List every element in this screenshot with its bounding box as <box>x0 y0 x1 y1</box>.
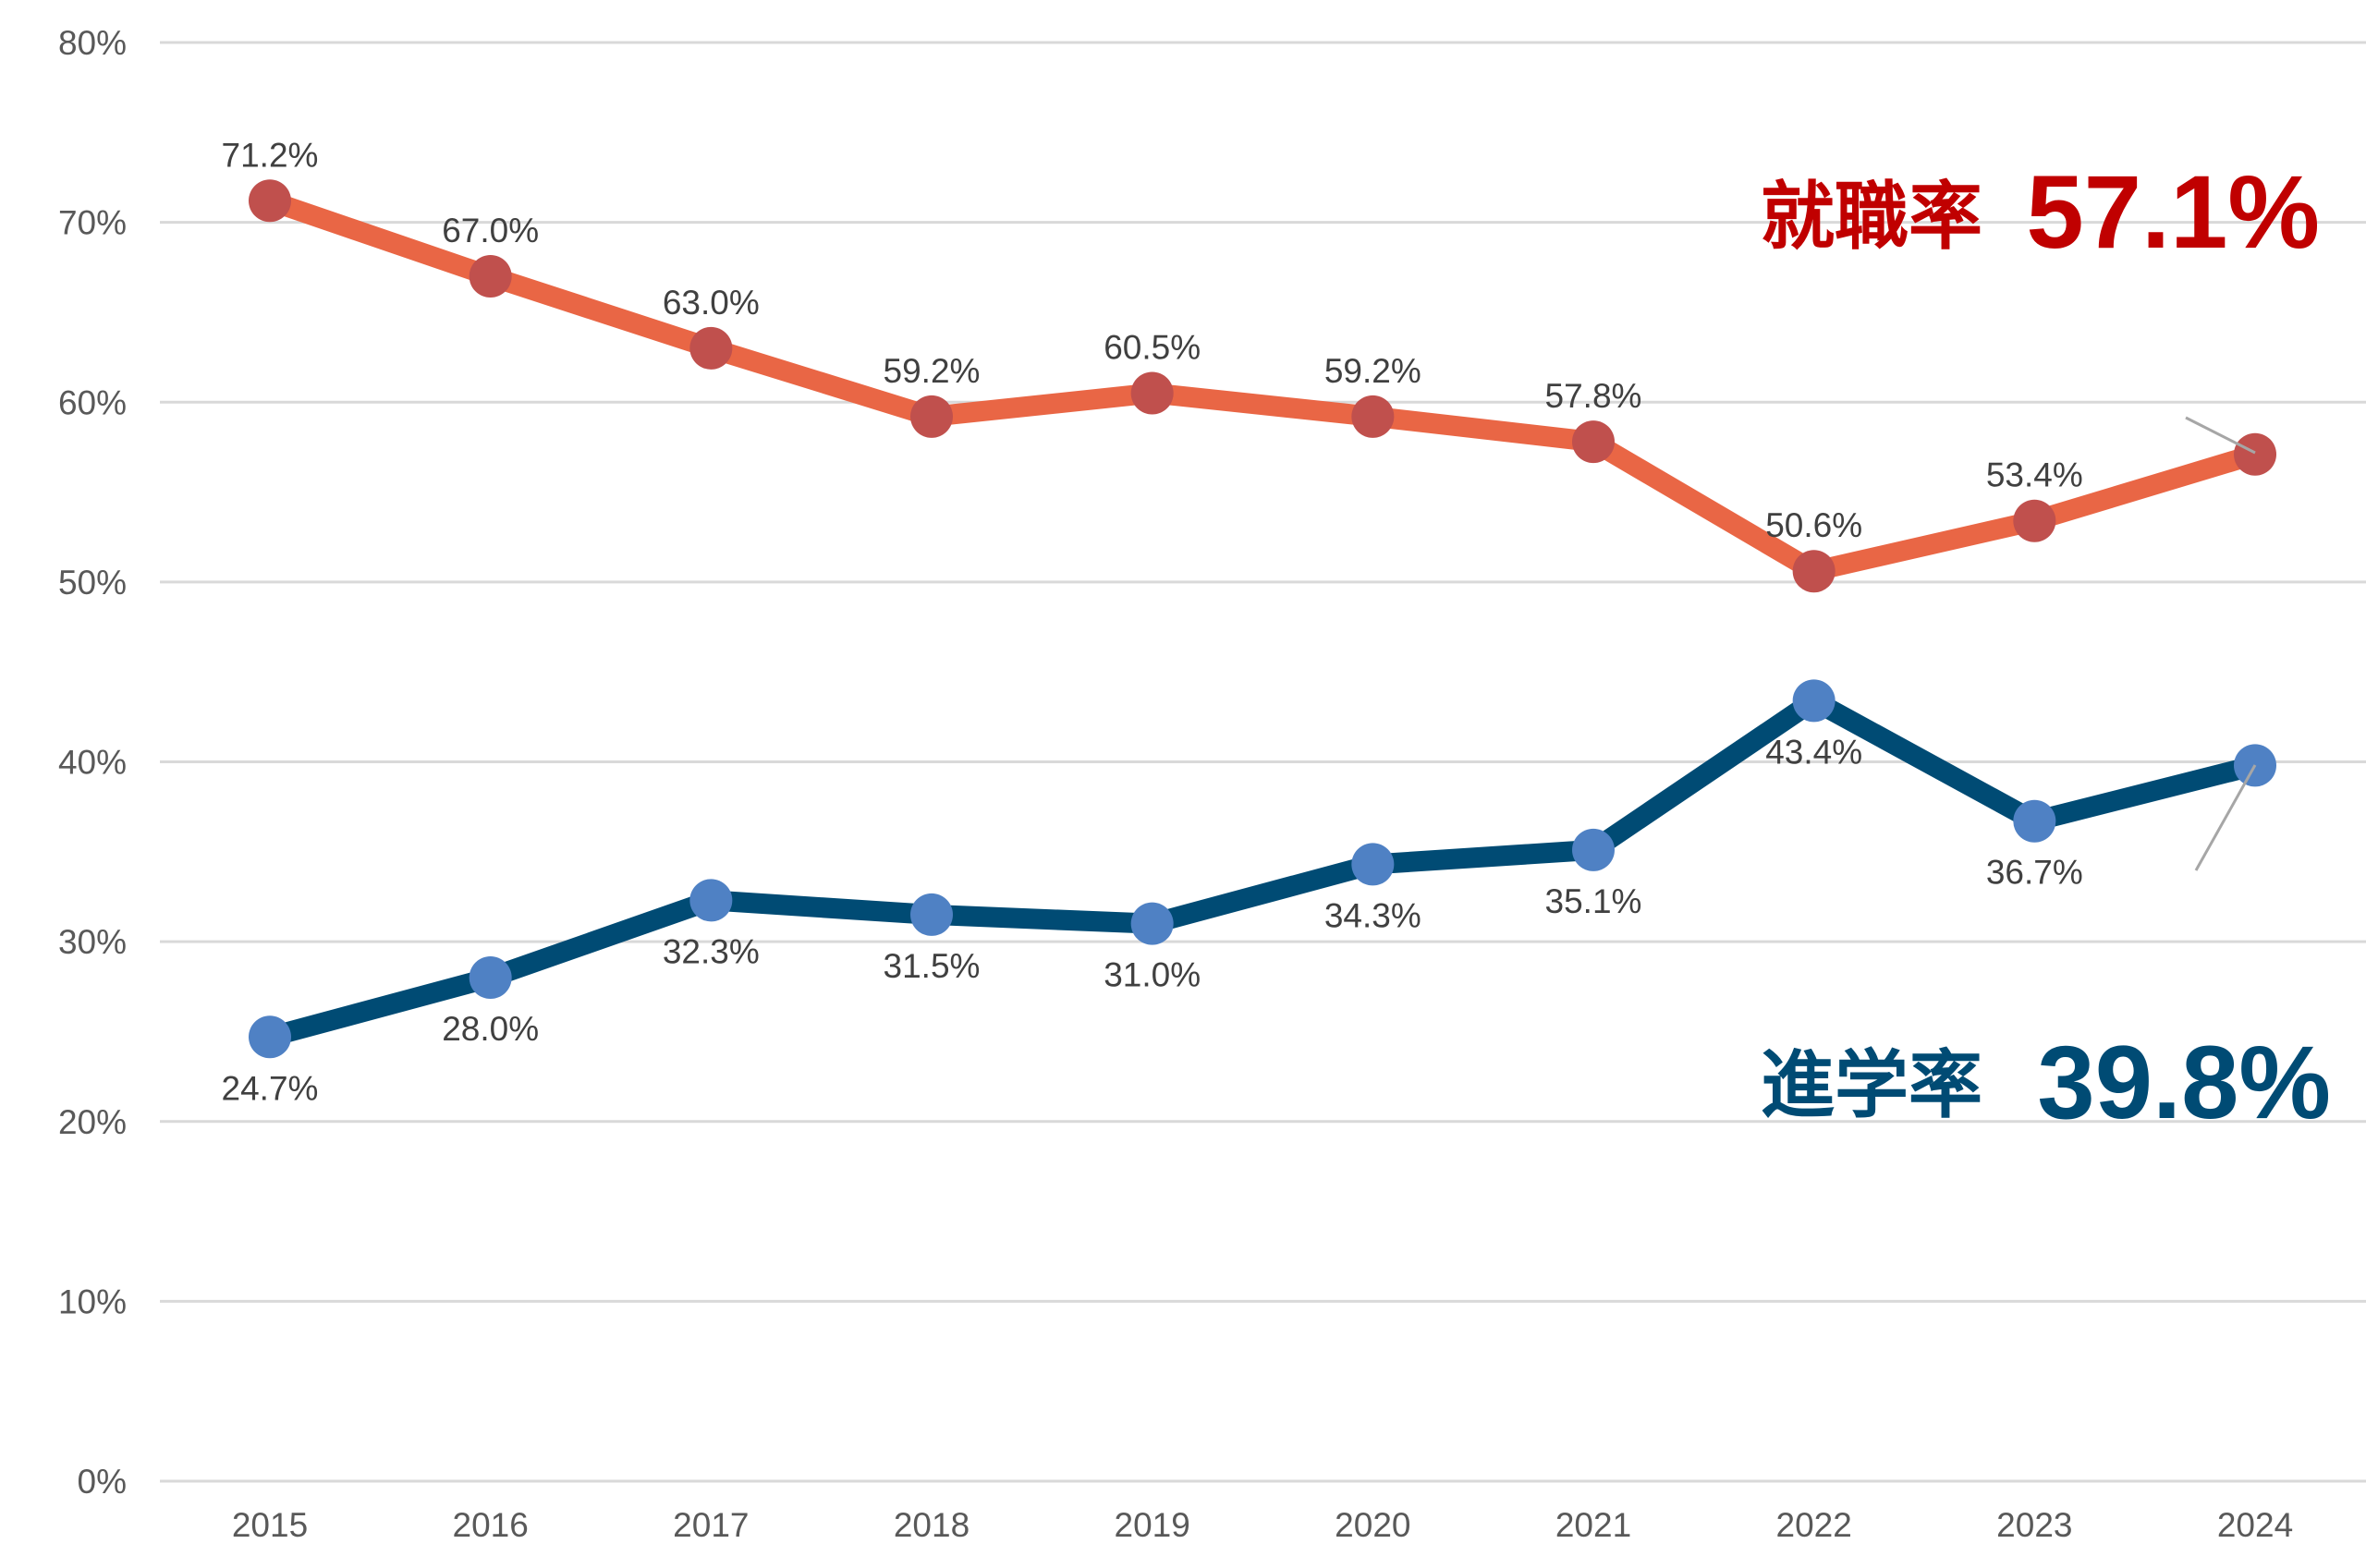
data-label: 31.0% <box>1104 956 1201 994</box>
x-tick-label: 2019 <box>1115 1506 1190 1544</box>
data-label: 67.0% <box>442 212 539 249</box>
x-tick-label: 2023 <box>1996 1506 2072 1544</box>
x-tick-label: 2024 <box>2217 1506 2293 1544</box>
y-tick-label: 50% <box>58 564 127 602</box>
data-label: 36.7% <box>1986 854 2083 892</box>
x-tick-label: 2021 <box>1555 1506 1631 1544</box>
data-label: 32.3% <box>663 932 760 970</box>
gridlines <box>160 41 2366 1483</box>
x-axis-ticks: 2015 2016 2017 2018 2019 2020 2021 2022 2023 2024 <box>232 1506 2293 1544</box>
callout-advancement-label: 進学率 <box>1761 1044 1982 1126</box>
leader-line-advancement <box>2194 764 2257 871</box>
data-label: 63.0% <box>663 284 760 322</box>
data-label: 34.3% <box>1324 896 1421 934</box>
data-label: 31.5% <box>884 947 981 985</box>
data-label: 43.4% <box>1765 733 1862 771</box>
y-tick-label: 0% <box>78 1463 127 1501</box>
data-label: 28.0% <box>442 1010 539 1048</box>
x-tick-label: 2018 <box>894 1506 970 1544</box>
series-1: 24.7% 28.0% 32.3% 31.5% 31.0% 34.3% 35.1% 43.4%… <box>222 679 2276 1107</box>
data-point <box>1572 828 1615 871</box>
data-point <box>1130 371 1174 415</box>
data-label: 35.1% <box>1545 882 1642 920</box>
x-tick-label: 2020 <box>1335 1506 1410 1544</box>
x-tick-label: 2017 <box>673 1506 749 1544</box>
data-point <box>249 179 291 223</box>
data-point <box>689 879 733 922</box>
data-point <box>2234 432 2276 476</box>
series-group: 71.2% 67.0% 63.0% 59.2% 60.5% 59.2% 57.8% 50.6%… <box>222 136 2276 1107</box>
series-line <box>266 190 2259 582</box>
data-point <box>1792 679 1835 723</box>
data-label: 60.5% <box>1104 329 1201 367</box>
data-label: 57.8% <box>1545 377 1642 415</box>
leader-line-employment <box>2185 416 2256 455</box>
y-tick-label: 10% <box>58 1282 127 1320</box>
series-0: 71.2% 67.0% 63.0% 59.2% 60.5% 59.2% 57.8% 50.6%… <box>222 136 2276 593</box>
data-point <box>249 1015 291 1059</box>
data-label: 59.2% <box>884 352 981 390</box>
data-point <box>1792 550 1835 593</box>
callout-employment-label: 就職率 <box>1761 176 1982 258</box>
y-tick-label: 30% <box>58 923 127 961</box>
data-point <box>689 326 733 370</box>
callout-advancement-value: 39.8% <box>2037 1025 2331 1140</box>
callout-employment-value: 57.1% <box>2026 154 2320 270</box>
y-tick-label: 40% <box>58 744 127 782</box>
data-point <box>1572 420 1615 464</box>
y-tick-label: 80% <box>58 24 127 62</box>
y-axis-ticks: 0% 10% 20% 30% 40% 50% 60% 70% 80% <box>58 24 127 1501</box>
data-point <box>1351 843 1395 886</box>
data-label: 24.7% <box>222 1069 319 1107</box>
x-tick-label: 2016 <box>453 1506 529 1544</box>
data-point <box>469 956 512 1000</box>
data-point <box>1130 902 1174 945</box>
data-label: 53.4% <box>1986 456 2083 494</box>
data-label: 71.2% <box>222 136 319 174</box>
data-point <box>2013 799 2056 843</box>
series-line <box>267 690 2258 1047</box>
data-point <box>910 395 953 438</box>
data-label: 59.2% <box>1324 352 1421 390</box>
y-tick-label: 20% <box>58 1103 127 1141</box>
x-tick-label: 2015 <box>232 1506 308 1544</box>
y-tick-label: 60% <box>58 383 127 421</box>
data-point <box>2013 499 2056 542</box>
data-point <box>1351 395 1395 438</box>
data-point <box>469 255 512 298</box>
y-tick-label: 70% <box>58 204 127 242</box>
data-label: 50.6% <box>1765 506 1862 544</box>
data-point <box>910 893 953 936</box>
x-tick-label: 2022 <box>1776 1506 1852 1544</box>
